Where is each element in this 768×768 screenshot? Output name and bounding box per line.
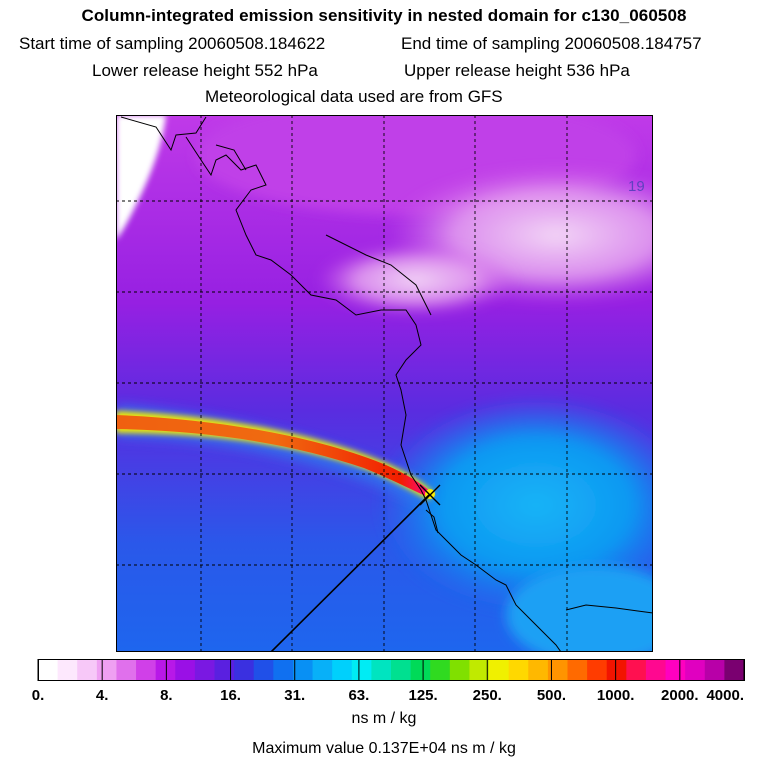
colorbar-swatch [626,659,647,681]
zero-sensitivity-corner [116,115,166,240]
border-line [325,234,432,316]
colorbar-swatch [724,659,745,681]
coastline-peninsula [215,144,247,171]
coastline-gulf [425,509,439,534]
colorbar-swatch [194,659,216,681]
colorbar-swatch [410,659,431,681]
colorbar-tick-label: 63. [348,687,369,704]
colorbar-swatch [430,659,451,681]
colorbar-swatch [136,659,157,681]
colorbar-swatch [116,659,137,681]
map-frame [116,115,653,652]
colorbar-swatch [645,659,667,681]
colorbar-swatch [234,659,255,681]
release-point-marker [419,484,441,506]
colorbar-swatch [292,659,314,681]
low-sensitivity-area-central [316,245,516,315]
colorbar-swatches [38,659,745,681]
colorbar: 0. 4. 8. 16. 31. 63. 125. 250. 500. 1000. 2000. 400… [32,659,745,704]
colorbar-tick-label: 500. [537,687,566,704]
colorbar-swatch [214,659,235,681]
trajectory-line [270,494,430,652]
colorbar-swatch [351,659,372,681]
colorbar-swatch [665,659,686,681]
colorbar-swatch [567,659,588,681]
met-data-label: Meteorological data used are from GFS [205,87,503,106]
lower-release-label: Lower release height 552 hPa [92,61,318,80]
colorbar-tick-label: 0. [32,687,45,704]
colorbar-tick-label: 31. [284,687,305,704]
colorbar-swatch [508,659,529,681]
colorbar-tick-label: 250. [473,687,502,704]
colorbar-swatch [253,659,274,681]
map-annotation: 19 [628,178,645,195]
colorbar-tick-label: 8. [160,687,173,704]
colorbar-unit: ns m / kg [351,710,417,727]
colorbar-swatch [489,659,510,681]
maximum-value-label: Maximum value 0.137E+04 ns m / kg [252,740,516,757]
coastline-southeast [565,604,653,614]
colorbar-swatch [175,659,196,681]
sampling-start-label: Start time of sampling 20060508.184622 [19,34,326,53]
colorbar-tick-label: 4000. [706,687,744,704]
colorbar-swatch [96,659,118,681]
colorbar-swatch [155,659,176,681]
coastline-mainland [185,136,562,652]
elevated-sensitivity-area-southeast [506,565,653,652]
colorbar-swatch [606,659,627,681]
colorbar-swatch [449,659,471,681]
colorbar-swatch [685,659,706,681]
colorbar-swatch [57,659,78,681]
colorbar-swatch [371,659,392,681]
elevated-sensitivity-area-south [376,395,653,615]
colorbar-swatch [38,659,59,681]
chart-title: Column-integrated emission sensitivity i… [81,6,687,25]
sampling-end-label: End time of sampling 20060508.184757 [401,34,702,53]
colorbar-swatch [528,659,549,681]
colorbar-swatch [391,659,412,681]
sensitivity-map: 19 [116,115,653,652]
colorbar-swatch [469,659,490,681]
colorbar-swatch [547,659,569,681]
colorbar-tick-label: 2000. [661,687,699,704]
coastlines [120,116,653,652]
plume-core [116,415,432,497]
coastline-north [120,116,207,152]
colorbar-tick-label: 1000. [597,687,635,704]
colorbar-tick-label: 4. [96,687,109,704]
colorbar-labels: 0. 4. 8. 16. 31. 63. 125. 250. 500. 1000. 2000. 400… [32,659,745,704]
colorbar-tick-label: 125. [408,687,437,704]
colorbar-swatch [704,659,725,681]
colorbar-swatch [332,659,353,681]
colorbar-tick-label: 16. [220,687,241,704]
colorbar-swatch [77,659,98,681]
colorbar-swatch [273,659,294,681]
colorbar-swatch [587,659,608,681]
colorbar-swatch [312,659,333,681]
upper-release-label: Upper release height 536 hPa [404,61,630,80]
